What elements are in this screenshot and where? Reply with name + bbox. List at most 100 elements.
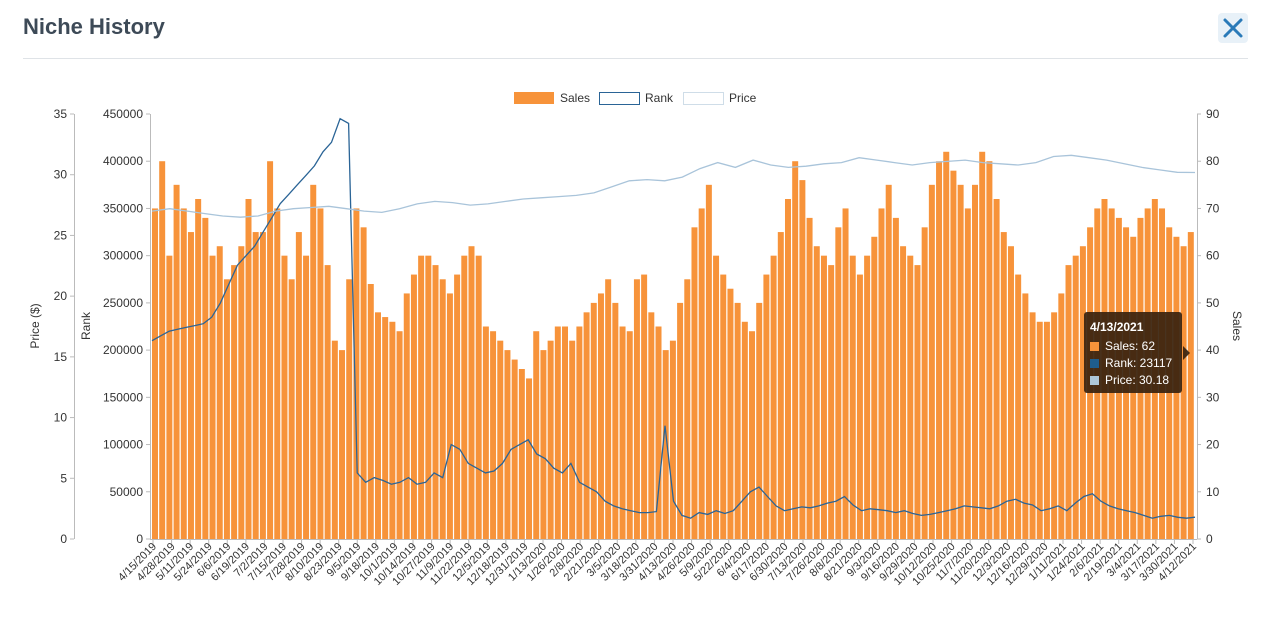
sales-bar[interactable] — [950, 170, 957, 540]
sales-bar[interactable] — [691, 227, 698, 539]
sales-bar[interactable] — [777, 232, 784, 539]
sales-bar[interactable] — [403, 293, 410, 539]
sales-bar[interactable] — [216, 246, 223, 539]
sales-bar[interactable] — [583, 312, 590, 539]
sales-bar[interactable] — [475, 255, 482, 540]
close-button[interactable] — [1218, 13, 1248, 43]
sales-bar[interactable] — [490, 331, 497, 539]
sales-bar[interactable] — [1000, 232, 1007, 539]
sales-bar[interactable] — [993, 199, 1000, 539]
sales-bar[interactable] — [1072, 255, 1079, 540]
sales-bar[interactable] — [820, 255, 827, 540]
sales-bar[interactable] — [281, 255, 288, 540]
sales-bar[interactable] — [1058, 293, 1065, 539]
sales-bar[interactable] — [346, 279, 353, 539]
legend-item-sales[interactable]: Sales — [514, 91, 590, 105]
sales-bar[interactable] — [856, 274, 863, 539]
sales-bar[interactable] — [533, 331, 540, 539]
sales-bar[interactable] — [914, 265, 921, 539]
sales-bar[interactable] — [871, 236, 878, 539]
sales-bar[interactable] — [633, 279, 640, 539]
sales-bar[interactable] — [511, 359, 518, 539]
sales-bar[interactable] — [324, 265, 331, 539]
sales-bar[interactable] — [1065, 265, 1072, 539]
sales-bar[interactable] — [195, 199, 202, 539]
sales-bar[interactable] — [303, 255, 310, 540]
sales-bar[interactable] — [382, 317, 389, 539]
sales-bar[interactable] — [252, 232, 259, 539]
sales-bar[interactable] — [972, 184, 978, 539]
sales-bar[interactable] — [339, 350, 346, 539]
sales-bar[interactable] — [936, 161, 943, 539]
sales-bar[interactable] — [813, 246, 820, 539]
sales-bar[interactable] — [454, 274, 461, 539]
sales-bar[interactable] — [554, 326, 561, 540]
sales-bar[interactable] — [259, 232, 266, 539]
sales-bar[interactable] — [921, 227, 928, 539]
sales-bar[interactable] — [792, 161, 799, 539]
sales-bar[interactable] — [1079, 246, 1086, 539]
sales-bar[interactable] — [612, 302, 619, 539]
sales-bar[interactable] — [238, 246, 245, 539]
sales-bar[interactable] — [482, 326, 489, 540]
sales-bar[interactable] — [288, 279, 295, 539]
sales-bar[interactable] — [310, 184, 317, 539]
sales-bar[interactable] — [784, 199, 791, 539]
sales-bar[interactable] — [849, 255, 856, 540]
sales-bar[interactable] — [576, 326, 583, 540]
sales-bar[interactable] — [705, 184, 712, 539]
sales-bar[interactable] — [892, 217, 899, 539]
sales-bar[interactable] — [662, 350, 669, 539]
sales-bar[interactable] — [504, 350, 511, 539]
sales-bar[interactable] — [720, 274, 727, 539]
sales-bar[interactable] — [446, 293, 453, 539]
sales-bar[interactable] — [526, 378, 533, 539]
sales-bar[interactable] — [756, 302, 763, 539]
sales-bar[interactable] — [1180, 246, 1187, 539]
sales-bar[interactable] — [425, 255, 432, 540]
sales-bar[interactable] — [1015, 274, 1022, 539]
sales-bar[interactable] — [590, 302, 597, 539]
sales-bar[interactable] — [641, 274, 648, 539]
sales-bar[interactable] — [374, 312, 381, 539]
sales-bar[interactable] — [763, 274, 770, 539]
sales-bar[interactable] — [1022, 293, 1029, 539]
sales-bar[interactable] — [864, 255, 871, 540]
sales-bar[interactable] — [410, 274, 417, 539]
sales-bar[interactable] — [569, 340, 576, 539]
sales-bar[interactable] — [245, 199, 252, 539]
sales-bar[interactable] — [698, 208, 705, 539]
sales-bar[interactable] — [986, 161, 993, 539]
sales-bar[interactable] — [547, 340, 554, 539]
sales-bar[interactable] — [209, 255, 216, 540]
sales-bar[interactable] — [418, 255, 425, 540]
sales-bar[interactable] — [928, 184, 935, 539]
sales-bar[interactable] — [648, 312, 655, 539]
sales-bar[interactable] — [828, 265, 835, 539]
sales-bar[interactable] — [1036, 321, 1043, 539]
sales-bar[interactable] — [964, 208, 971, 539]
sales-bar[interactable] — [885, 184, 892, 539]
sales-bar[interactable] — [979, 151, 986, 539]
sales-bar[interactable] — [1051, 312, 1058, 539]
sales-bar[interactable] — [878, 208, 885, 539]
sales-bar[interactable] — [202, 217, 209, 539]
sales-bar[interactable] — [806, 217, 813, 539]
sales-bar[interactable] — [317, 208, 324, 539]
sales-bar[interactable] — [187, 232, 194, 539]
sales-bar[interactable] — [267, 161, 274, 539]
sales-bar[interactable] — [597, 293, 604, 539]
sales-bar[interactable] — [432, 265, 439, 539]
sales-bar[interactable] — [684, 279, 691, 539]
sales-bar[interactable] — [540, 350, 547, 539]
sales-bar[interactable] — [468, 246, 475, 539]
sales-bar[interactable] — [223, 279, 230, 539]
sales-bar[interactable] — [159, 161, 166, 539]
sales-bar[interactable] — [1043, 321, 1050, 539]
sales-bar[interactable] — [231, 265, 238, 539]
sales-bar[interactable] — [770, 255, 777, 540]
sales-bar[interactable] — [166, 255, 173, 540]
sales-bar[interactable] — [353, 208, 360, 539]
sales-bar[interactable] — [1029, 312, 1036, 539]
sales-bar[interactable] — [799, 180, 806, 540]
